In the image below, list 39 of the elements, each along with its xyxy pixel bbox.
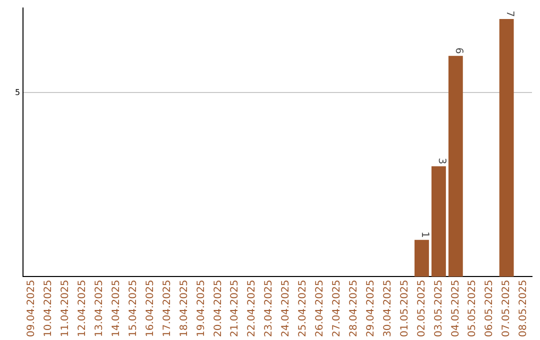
x-tick-label: 09.04.2025 bbox=[26, 280, 38, 338]
x-tick-label: 14.04.2025 bbox=[110, 280, 122, 338]
x-tick-label: 16.04.2025 bbox=[144, 280, 156, 338]
x-tick-label: 23.04.2025 bbox=[264, 280, 275, 338]
bar bbox=[499, 19, 514, 277]
data-label: 1 bbox=[419, 232, 430, 238]
x-tick-label: 12.04.2025 bbox=[77, 280, 88, 338]
x-tick-label: 03.05.2025 bbox=[433, 280, 444, 338]
x-tick-label: 06.05.2025 bbox=[484, 280, 496, 338]
bar bbox=[448, 56, 463, 277]
x-tick-label: 02.05.2025 bbox=[416, 280, 428, 338]
x-tick-label: 21.04.2025 bbox=[230, 280, 241, 338]
x-tick-label: 29.04.2025 bbox=[365, 280, 376, 338]
x-tick-label: 28.04.2025 bbox=[348, 280, 360, 338]
x-tick-label: 19.04.2025 bbox=[196, 280, 207, 338]
x-tick-label: 24.04.2025 bbox=[280, 280, 292, 338]
x-tick-label: 26.04.2025 bbox=[314, 280, 326, 338]
x-tick-label: 15.04.2025 bbox=[128, 280, 139, 338]
x-tick-label: 30.04.2025 bbox=[382, 280, 394, 338]
x-tick-label: 22.04.2025 bbox=[246, 280, 258, 338]
x-tick-label: 05.05.2025 bbox=[467, 280, 478, 338]
x-tick-label: 27.04.2025 bbox=[332, 280, 343, 338]
x-tick-label: 25.04.2025 bbox=[298, 280, 309, 338]
y-tick-label: 5 bbox=[14, 88, 20, 97]
x-tick-label: 13.04.2025 bbox=[94, 280, 106, 338]
x-tick-label: 10.04.2025 bbox=[43, 280, 54, 338]
bar bbox=[414, 240, 429, 277]
x-tick-label: 07.05.2025 bbox=[501, 280, 512, 338]
x-tick-label: 01.05.2025 bbox=[399, 280, 410, 338]
x-tick-label: 18.04.2025 bbox=[178, 280, 190, 338]
x-tick-label: 08.05.2025 bbox=[518, 280, 530, 338]
x-tick-label: 17.04.2025 bbox=[162, 280, 173, 338]
x-tick-label: 04.05.2025 bbox=[450, 280, 462, 338]
bar bbox=[431, 166, 446, 277]
data-label: 7 bbox=[504, 10, 515, 18]
x-tick-label: 11.04.2025 bbox=[60, 280, 72, 338]
data-label: 6 bbox=[453, 47, 464, 54]
x-tick-label: 20.04.2025 bbox=[212, 280, 224, 338]
data-label: 3 bbox=[436, 158, 448, 164]
